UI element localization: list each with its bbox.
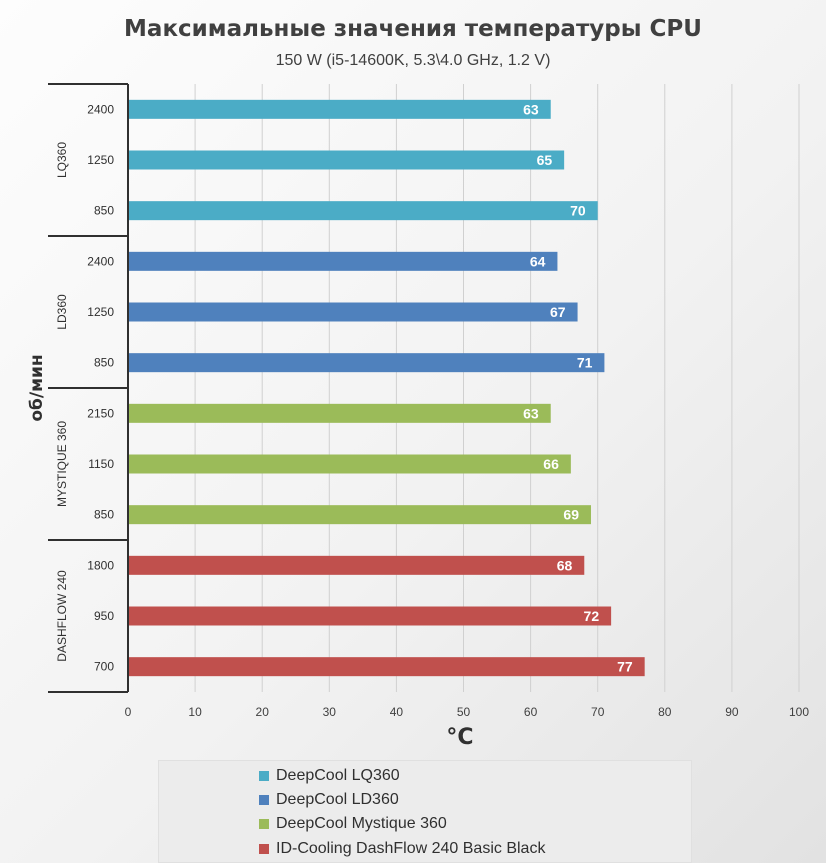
bar-value-label: 68 — [557, 557, 573, 573]
category-tick-label: 1150 — [88, 457, 114, 471]
chart-title: Максимальные значения температуры CPU — [124, 16, 702, 42]
category-tick-label: 1250 — [87, 153, 114, 167]
legend-item-dashflow240: ID-Cooling DashFlow 240 Basic Black — [259, 838, 545, 860]
category-tick-label: 1800 — [87, 558, 114, 572]
bar — [128, 353, 605, 373]
bar-value-label: 67 — [550, 304, 566, 320]
x-tick-label: 100 — [789, 705, 809, 719]
category-tick-label: 850 — [94, 356, 114, 370]
category-tick-label: 850 — [94, 508, 114, 522]
bar-value-label: 72 — [584, 608, 600, 624]
legend-item-ld360: DeepCool LD360 — [259, 789, 399, 811]
bar — [128, 302, 578, 322]
x-tick-label: 20 — [256, 705, 270, 719]
bar-value-label: 63 — [523, 405, 539, 421]
bar — [128, 454, 571, 474]
x-tick-label: 50 — [457, 705, 471, 719]
legend-label: DeepCool LQ360 — [276, 767, 400, 784]
bar-value-label: 63 — [523, 101, 539, 117]
legend-swatch — [259, 844, 269, 854]
bar — [128, 657, 645, 677]
chart-legend: DeepCool LQ360 DeepCool LD360 DeepCool M… — [158, 760, 692, 863]
bar — [128, 251, 558, 271]
legend-item-lq360: DeepCool LQ360 — [259, 765, 400, 787]
legend-item-mystique360: DeepCool Mystique 360 — [259, 813, 447, 835]
bar-value-label: 65 — [537, 152, 553, 168]
bar — [128, 150, 565, 170]
category-tick-label: 2400 — [87, 254, 114, 268]
legend-swatch — [259, 771, 269, 781]
category-tick-label: 700 — [94, 660, 114, 674]
bar-value-label: 66 — [543, 456, 559, 472]
category-tick-label: 2150 — [87, 406, 114, 420]
legend-swatch — [259, 819, 269, 829]
group-label: DASHFLOW 240 — [55, 570, 69, 662]
chart-plot: 0 10 20 30 40 50 60 70 80 90 100 63 2400 65 1250 70 850 L… — [27, 83, 809, 750]
bar — [128, 201, 598, 221]
bar — [128, 99, 551, 119]
bar-value-label: 77 — [617, 659, 633, 675]
chart-subtitle: 150 W (i5-14600K, 5.3\4.0 GHz, 1.2 V) — [275, 52, 551, 69]
bar-value-label: 70 — [570, 203, 586, 219]
x-tick-label: 0 — [125, 705, 132, 719]
legend-label: DeepCool LD360 — [276, 791, 399, 808]
group-label: LQ360 — [55, 142, 69, 178]
x-tick-label: 70 — [591, 705, 605, 719]
x-tick-label: 10 — [188, 705, 202, 719]
x-tick-label: 40 — [390, 705, 404, 719]
x-tick-label: 90 — [725, 705, 739, 719]
bar-value-label: 69 — [563, 507, 579, 523]
bar — [128, 555, 585, 575]
category-tick-label: 950 — [94, 609, 114, 623]
category-tick-label: 850 — [94, 204, 114, 218]
category-tick-label: 1250 — [87, 305, 114, 319]
x-axis-title: °C — [446, 725, 473, 750]
legend-label: DeepCool Mystique 360 — [276, 815, 447, 832]
bar — [128, 505, 591, 525]
group-label: LD360 — [55, 294, 69, 330]
bar-value-label: 71 — [577, 355, 593, 371]
x-tick-label: 30 — [323, 705, 337, 719]
x-tick-label: 60 — [524, 705, 538, 719]
bar-value-label: 64 — [530, 253, 546, 269]
bar — [128, 606, 612, 626]
x-tick-label: 80 — [658, 705, 672, 719]
legend-swatch — [259, 795, 269, 805]
group-label: MYSTIQUE 360 — [55, 421, 69, 507]
y-axis-title: об/мин — [27, 354, 47, 421]
legend-label: ID-Cooling DashFlow 240 Basic Black — [276, 840, 546, 857]
category-tick-label: 2400 — [87, 102, 114, 116]
bar — [128, 403, 551, 423]
